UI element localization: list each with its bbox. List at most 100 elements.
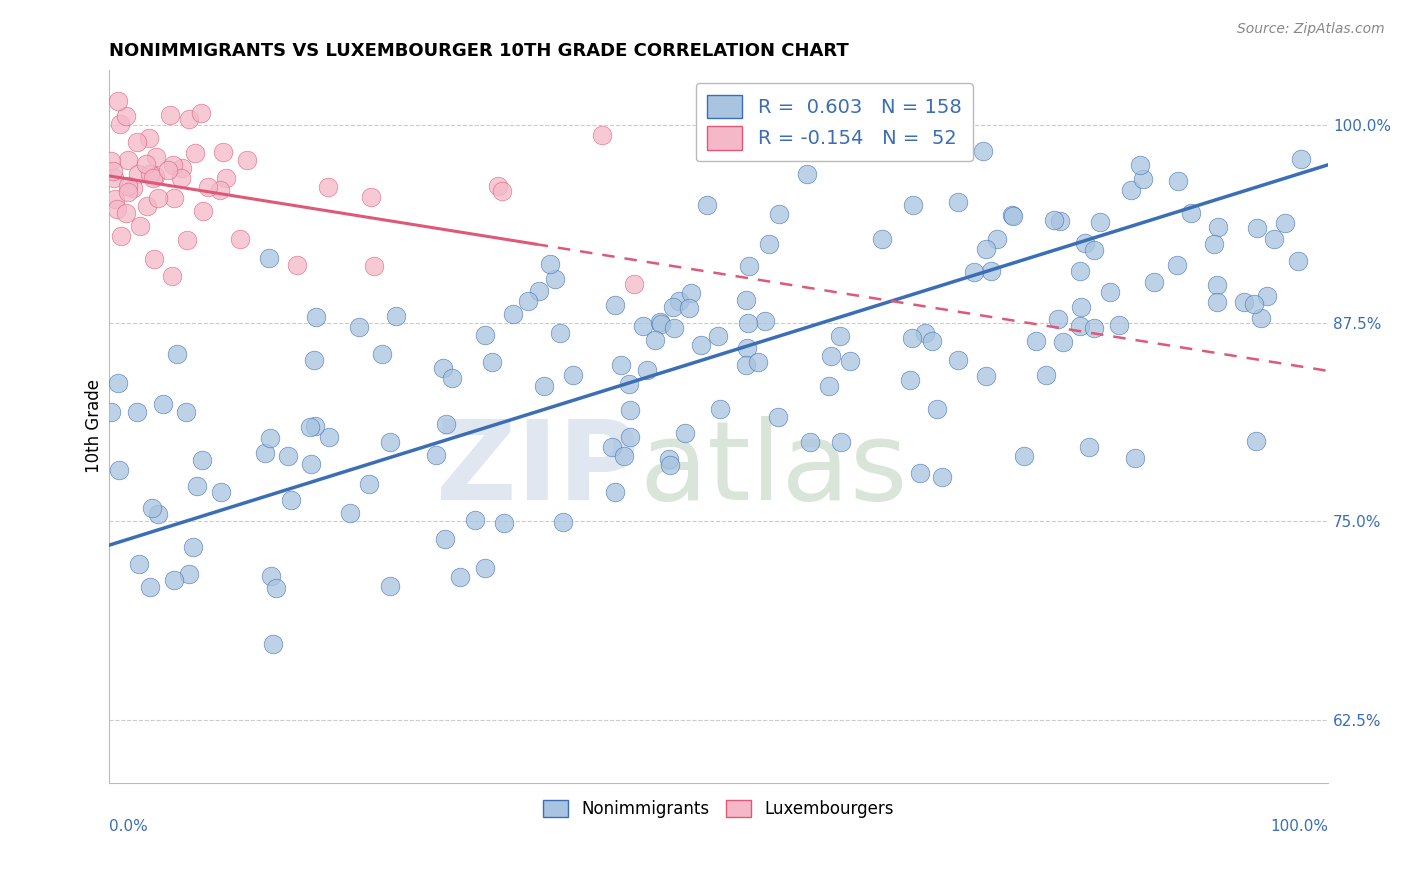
Point [1083, 244, 1105, 258]
Point [533, 379, 555, 393]
Point [502, 307, 524, 321]
Point [1049, 214, 1071, 228]
Point [820, 350, 842, 364]
Point [304, 419, 326, 434]
Point [209, 484, 232, 499]
Point [135, 198, 157, 212]
Point [163, 191, 186, 205]
Point [1291, 152, 1313, 166]
Point [830, 434, 852, 449]
Point [668, 293, 690, 308]
Point [1108, 318, 1130, 333]
Point [127, 167, 149, 181]
Point [181, 540, 204, 554]
Point [105, 202, 128, 216]
Point [1202, 236, 1225, 251]
Point [709, 402, 731, 417]
Point [177, 112, 200, 126]
Point [1246, 220, 1268, 235]
Point [758, 237, 780, 252]
Point [339, 506, 361, 520]
Point [1180, 206, 1202, 220]
Point [974, 242, 997, 256]
Point [562, 368, 585, 382]
Point [1074, 236, 1097, 251]
Point [127, 135, 149, 149]
Point [186, 479, 208, 493]
Point [316, 179, 339, 194]
Point [162, 158, 184, 172]
Point [117, 179, 139, 194]
Point [529, 284, 551, 298]
Point [1070, 300, 1092, 314]
Point [129, 219, 152, 233]
Point [623, 277, 645, 291]
Point [100, 404, 122, 418]
Point [1046, 311, 1069, 326]
Point [100, 153, 122, 168]
Point [110, 117, 132, 131]
Point [481, 354, 503, 368]
Point [363, 259, 385, 273]
Point [1129, 158, 1152, 172]
Point [371, 347, 394, 361]
Point [931, 470, 953, 484]
Text: atlas: atlas [640, 416, 908, 523]
Point [135, 157, 157, 171]
Point [679, 286, 702, 301]
Point [138, 131, 160, 145]
Point [617, 376, 640, 391]
Point [110, 228, 132, 243]
Point [139, 167, 162, 181]
Point [236, 153, 259, 167]
Point [658, 452, 681, 467]
Point [378, 579, 401, 593]
Point [735, 293, 758, 307]
Point [432, 361, 454, 376]
Point [434, 533, 457, 547]
Point [946, 194, 969, 209]
Point [1143, 275, 1166, 289]
Point [613, 449, 636, 463]
Legend: Nonimmigrants, Luxembourgers: Nonimmigrants, Luxembourgers [536, 793, 901, 825]
Point [872, 232, 894, 246]
Point [441, 371, 464, 385]
Point [980, 264, 1002, 278]
Point [734, 358, 756, 372]
Point [127, 405, 149, 419]
Point [796, 167, 818, 181]
Point [1088, 215, 1111, 229]
Point [986, 231, 1008, 245]
Point [901, 198, 924, 212]
Point [169, 170, 191, 185]
Point [474, 327, 496, 342]
Point [1069, 318, 1091, 333]
Point [191, 453, 214, 467]
Point [143, 169, 166, 184]
Point [486, 179, 509, 194]
Point [128, 558, 150, 572]
Point [146, 190, 169, 204]
Point [378, 434, 401, 449]
Point [901, 331, 924, 345]
Point [1243, 297, 1265, 311]
Point [162, 573, 184, 587]
Point [494, 516, 516, 531]
Point [170, 161, 193, 176]
Point [817, 379, 839, 393]
Point [117, 186, 139, 200]
Point [257, 251, 280, 265]
Point [766, 409, 789, 424]
Point [1083, 321, 1105, 335]
Point [838, 353, 860, 368]
Point [107, 95, 129, 109]
Point [678, 301, 700, 315]
Point [254, 446, 277, 460]
Point [650, 315, 672, 329]
Point [117, 153, 139, 167]
Point [107, 376, 129, 390]
Point [972, 144, 994, 158]
Point [298, 420, 321, 434]
Point [212, 145, 235, 159]
Point [591, 128, 613, 143]
